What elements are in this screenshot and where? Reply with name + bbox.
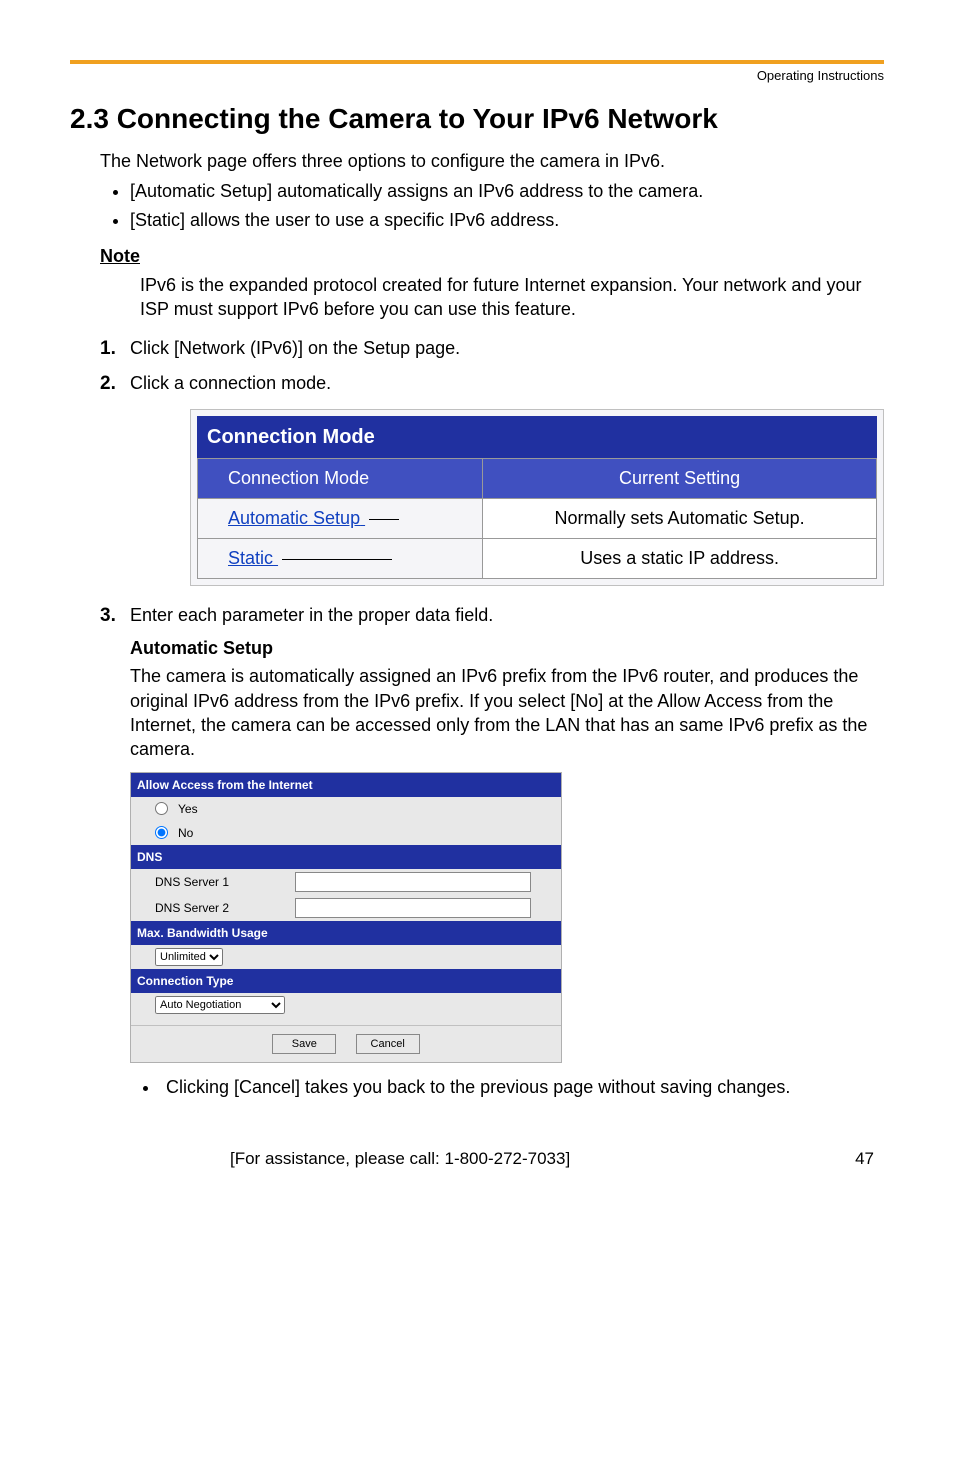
step-2-text: Click a connection mode. xyxy=(130,373,331,393)
intro-bullets: [Automatic Setup] automatically assigns … xyxy=(130,179,884,232)
note-body: IPv6 is the expanded protocol created fo… xyxy=(140,273,884,322)
conn-desc-auto: Normally sets Automatic Setup. xyxy=(483,499,877,539)
post-form-bullets: Clicking [Cancel] takes you back to the … xyxy=(160,1075,884,1099)
bullet-static: [Static] allows the user to use a specif… xyxy=(130,208,884,232)
auto-setup-body: The camera is automatically assigned an … xyxy=(130,664,884,761)
step-3: Enter each parameter in the proper data … xyxy=(100,602,884,1098)
footer-page: 47 xyxy=(855,1149,874,1169)
cancel-note: Clicking [Cancel] takes you back to the … xyxy=(160,1075,884,1099)
ipv6-form: Allow Access from the Internet Yes No DN… xyxy=(130,772,562,1063)
connection-mode-panel: Connection Mode Connection Mode Current … xyxy=(190,409,884,586)
bw-row: Unlimited xyxy=(131,945,561,969)
radio-yes-label: Yes xyxy=(178,800,198,818)
footer-assist: [For assistance, please call: 1-800-272-… xyxy=(230,1149,570,1169)
auto-setup-heading: Automatic Setup xyxy=(130,635,884,662)
dns1-input[interactable] xyxy=(295,872,531,892)
note-heading: Note xyxy=(100,246,884,267)
conn-desc-static: Uses a static IP address. xyxy=(483,539,877,579)
radio-no-label: No xyxy=(178,824,193,842)
section-title: 2.3 Connecting the Camera to Your IPv6 N… xyxy=(70,103,884,135)
form-allow-header: Allow Access from the Internet xyxy=(131,773,561,797)
conn-mode-table: Connection Mode Current Setting Automati… xyxy=(197,458,877,579)
header-rule xyxy=(70,60,884,64)
step-1: Click [Network (IPv6)] on the Setup page… xyxy=(100,335,884,362)
conn-link-static[interactable]: Static xyxy=(198,539,483,579)
form-buttons: Save Cancel xyxy=(131,1025,561,1062)
leader-line xyxy=(369,519,399,520)
conn-col-mode: Connection Mode xyxy=(198,459,483,499)
cancel-button[interactable]: Cancel xyxy=(356,1034,420,1054)
dns2-row: DNS Server 2 xyxy=(131,895,561,921)
dns2-input[interactable] xyxy=(295,898,531,918)
leader-line xyxy=(282,559,392,560)
step-3-text: Enter each parameter in the proper data … xyxy=(130,605,493,625)
conn-link-auto[interactable]: Automatic Setup xyxy=(198,499,483,539)
conn-col-current: Current Setting xyxy=(483,459,877,499)
form-conn-header: Connection Type xyxy=(131,969,561,993)
step-2: Click a connection mode. Connection Mode… xyxy=(100,370,884,586)
conn-mode-title: Connection Mode xyxy=(197,416,877,458)
form-allow-yes-row[interactable]: Yes xyxy=(131,797,561,821)
form-allow-no-row[interactable]: No xyxy=(131,821,561,845)
save-button[interactable]: Save xyxy=(272,1034,336,1054)
dns1-label: DNS Server 1 xyxy=(155,873,295,891)
form-bw-header: Max. Bandwidth Usage xyxy=(131,921,561,945)
conn-link-static-label: Static xyxy=(228,548,273,568)
page-footer: [For assistance, please call: 1-800-272-… xyxy=(70,1149,884,1169)
bw-select[interactable]: Unlimited xyxy=(155,948,223,966)
radio-yes[interactable] xyxy=(155,802,168,815)
conn-row: Auto Negotiation xyxy=(131,993,561,1017)
conn-select[interactable]: Auto Negotiation xyxy=(155,996,285,1014)
bullet-auto: [Automatic Setup] automatically assigns … xyxy=(130,179,884,203)
intro-text: The Network page offers three options to… xyxy=(100,149,884,173)
dns1-row: DNS Server 1 xyxy=(131,869,561,895)
conn-link-auto-label: Automatic Setup xyxy=(228,508,360,528)
radio-no[interactable] xyxy=(155,826,168,839)
dns2-label: DNS Server 2 xyxy=(155,899,295,917)
running-head: Operating Instructions xyxy=(70,68,884,83)
form-dns-header: DNS xyxy=(131,845,561,869)
